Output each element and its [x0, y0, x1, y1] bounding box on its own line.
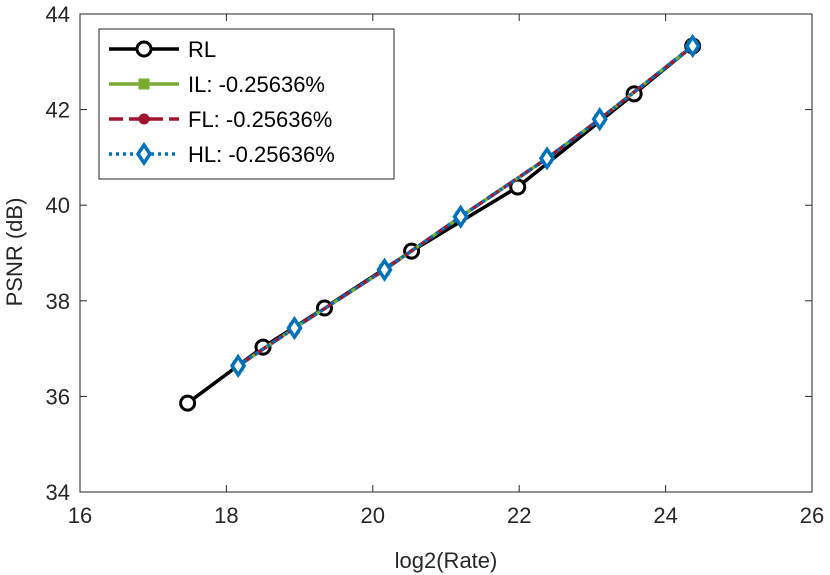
y-tick-label: 42	[46, 98, 70, 123]
legend-label: IL: -0.25636%	[188, 72, 325, 97]
x-tick-label: 18	[214, 503, 238, 528]
x-tick-label: 24	[653, 503, 677, 528]
x-tick-label: 20	[361, 503, 385, 528]
data-point	[684, 33, 701, 59]
data-point	[230, 353, 247, 378]
y-tick-label: 36	[46, 384, 70, 409]
legend-label: HL: -0.25636%	[188, 142, 335, 167]
y-axis-label: PSNR (dB)	[2, 198, 27, 307]
series-3	[230, 33, 701, 378]
axes: 16 18 20 22 24 26 34 36 38 40 42 44	[46, 2, 825, 528]
y-tick-label: 44	[46, 2, 70, 27]
y-tick-label: 40	[46, 193, 70, 218]
x-tick-label: 26	[800, 503, 824, 528]
axes-box	[79, 13, 813, 493]
legend-label: FL: -0.25636%	[188, 107, 332, 132]
legend-marker	[138, 78, 150, 90]
data-point	[452, 204, 469, 229]
legend-marker	[135, 141, 153, 167]
y-tick-label: 34	[46, 480, 70, 505]
data-point	[538, 146, 556, 171]
plot-area	[179, 33, 702, 412]
data-point	[591, 107, 608, 132]
legend-label: RL	[188, 37, 216, 62]
data-point	[376, 257, 393, 282]
legend-marker	[138, 113, 150, 125]
x-tick-label: 16	[68, 503, 92, 528]
data-point	[179, 394, 197, 412]
legend: RL IL: -0.25636% FL: -0.25636% HL: -0.25636…	[98, 28, 395, 180]
y-tick-label: 38	[46, 289, 70, 314]
x-tick-label: 22	[507, 503, 531, 528]
x-axis-label: log2(Rate)	[395, 548, 498, 573]
data-point	[286, 315, 303, 341]
legend-marker	[135, 40, 153, 58]
